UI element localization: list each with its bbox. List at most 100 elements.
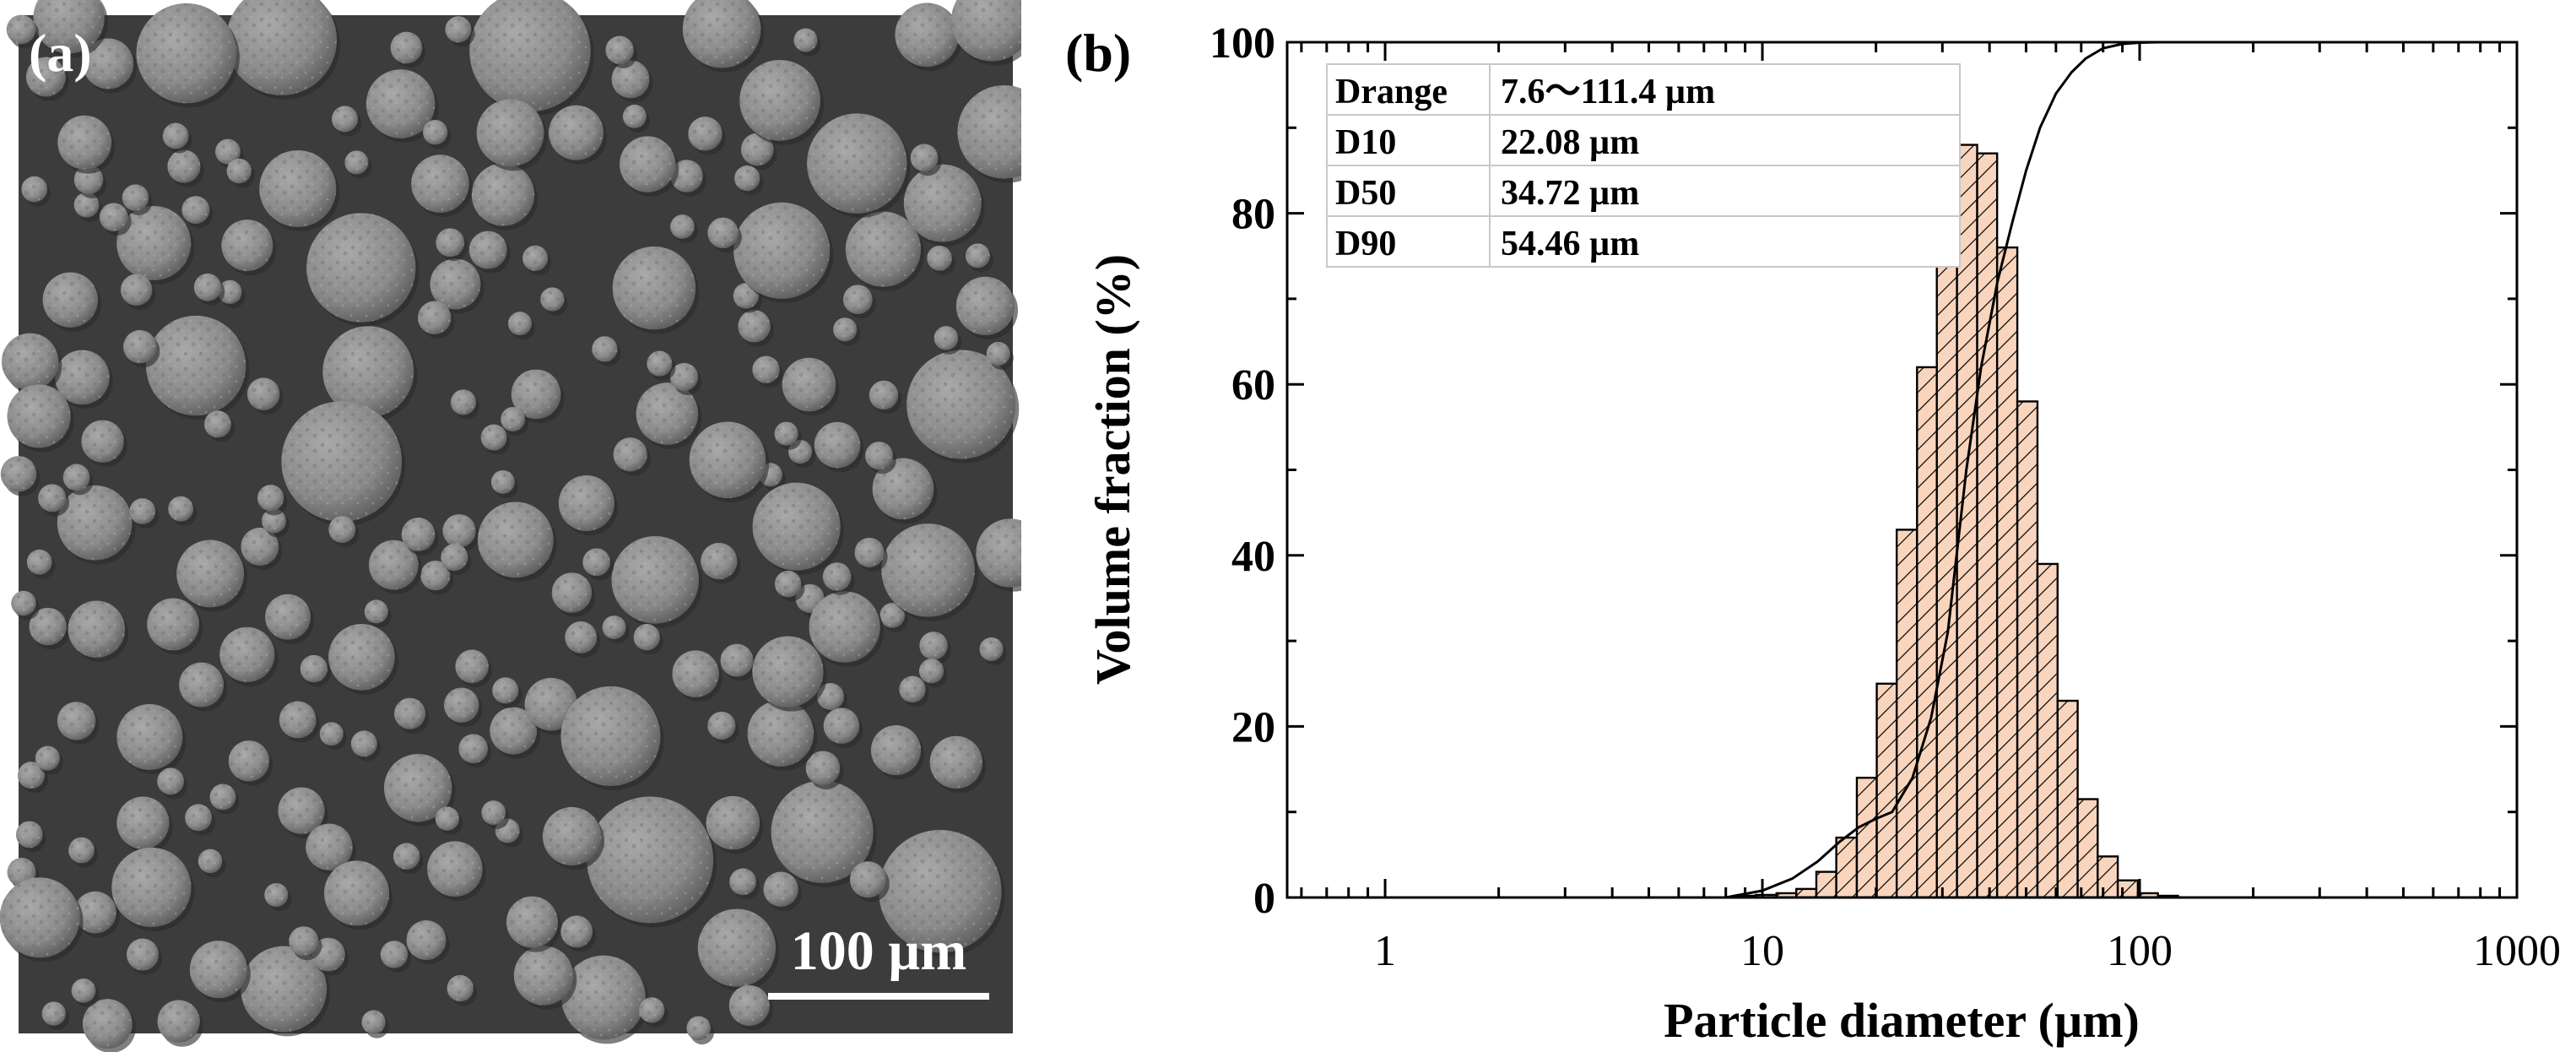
- powder-particle: [111, 847, 195, 932]
- powder-particle: [278, 787, 328, 838]
- powder-particle: [869, 380, 902, 415]
- powder-particle: [120, 274, 156, 311]
- powder-particle: [774, 570, 805, 602]
- powder-particle: [455, 649, 492, 688]
- powder-particle: [33, 0, 108, 58]
- powder-particle: [782, 357, 840, 416]
- powder-particle: [809, 591, 884, 667]
- table-value-d50: 34.72 µm: [1501, 174, 1639, 213]
- powder-particle: [955, 276, 1019, 339]
- powder-particle: [490, 469, 518, 498]
- powder-particle: [15, 821, 46, 853]
- powder-particle: [688, 117, 726, 155]
- powder-particle: [116, 704, 187, 774]
- powder-particle: [445, 16, 475, 47]
- powder-particle: [492, 677, 522, 708]
- powder-particle: [697, 908, 780, 991]
- powder-particle: [145, 315, 250, 420]
- powder-particle: [136, 3, 240, 108]
- powder-particle: [350, 730, 381, 762]
- x-axis-ticks: 1 10 100 1000: [1300, 42, 2561, 975]
- powder-particle: [441, 544, 472, 576]
- histogram-bar: [2036, 562, 2059, 899]
- histogram-bar: [1835, 836, 1859, 899]
- powder-particle: [369, 540, 422, 594]
- powder-particle: [763, 871, 802, 911]
- y-tick-label: 80: [1231, 191, 1275, 239]
- scale-bar: [768, 993, 989, 1000]
- powder-particle: [198, 849, 226, 878]
- powder-particle: [73, 192, 103, 222]
- powder-particle: [328, 624, 398, 695]
- powder-particle: [204, 410, 235, 442]
- powder-particle: [17, 762, 49, 794]
- powder-particle: [845, 211, 924, 291]
- powder-particle: [123, 330, 160, 368]
- powder-particle: [25, 57, 69, 101]
- powder-particle: [218, 279, 246, 309]
- powder-particle: [384, 753, 456, 827]
- powder-particle: [910, 144, 942, 176]
- powder-particle: [176, 540, 248, 612]
- powder-particle: [689, 421, 770, 502]
- powder-particle: [62, 464, 94, 496]
- powder-particle: [986, 341, 1014, 371]
- powder-particle: [122, 184, 153, 215]
- powder-particle: [622, 104, 650, 133]
- powder-particle: [899, 675, 929, 708]
- powder-particle: [168, 496, 198, 526]
- powder-particle: [129, 498, 160, 529]
- powder-particle: [259, 149, 340, 232]
- powder-particle: [82, 999, 136, 1052]
- powder-particle: [582, 548, 614, 581]
- powder-particle: [265, 594, 315, 644]
- powder-particle: [444, 687, 483, 728]
- powder-particle: [322, 326, 418, 422]
- powder-particle: [55, 350, 113, 409]
- powder-particle: [734, 165, 764, 196]
- powder-particle: [558, 475, 618, 536]
- histogram-bar: [1815, 870, 1837, 899]
- powder-particle: [620, 136, 679, 197]
- powder-particle: [895, 3, 963, 72]
- powder-particle: [57, 115, 116, 174]
- powder-particle: [633, 624, 663, 655]
- powder-particle: [752, 482, 844, 575]
- powder-particle: [816, 682, 848, 715]
- powder-particle: [328, 516, 360, 548]
- powder-particle: [57, 702, 100, 745]
- powder-particle: [849, 861, 890, 903]
- powder-particle: [707, 217, 742, 253]
- powder-particle: [682, 0, 765, 73]
- powder-particles: [0, 0, 1021, 1052]
- powder-particle: [672, 650, 722, 702]
- powder-particle: [788, 440, 816, 469]
- powder-particle: [68, 837, 98, 868]
- powder-particle: [670, 362, 702, 395]
- powder-particle: [226, 158, 255, 188]
- histogram-bar: [1976, 152, 1999, 899]
- powder-particle: [185, 804, 216, 836]
- powder-particle: [406, 920, 450, 964]
- powder-particle: [6, 14, 40, 49]
- powder-particle: [442, 514, 479, 552]
- powder-particle: [872, 458, 938, 524]
- powder-particle: [209, 784, 240, 815]
- powder-particle: [246, 377, 284, 415]
- powder-particle: [771, 780, 877, 887]
- powder-particle: [738, 310, 774, 347]
- powder-particle: [390, 31, 426, 68]
- y-tick-label: 100: [1210, 19, 1275, 68]
- powder-particle: [613, 437, 651, 476]
- powder-particle: [219, 626, 279, 686]
- powder-particle: [35, 746, 63, 775]
- histogram-bar: [2116, 879, 2140, 899]
- size-distribution-chart: (b) 1 10 100 1000 0 20 40 60 80 100 Particle dia…: [1065, 19, 2561, 1048]
- x-tick-label: 1: [1374, 927, 1396, 975]
- table-value-drange: 7.6～111.4 µm: [1501, 73, 1715, 111]
- powder-particle: [162, 122, 192, 154]
- powder-particle: [870, 724, 925, 780]
- powder-particle: [807, 113, 911, 218]
- powder-particle: [306, 213, 419, 327]
- powder-particle: [513, 946, 577, 1010]
